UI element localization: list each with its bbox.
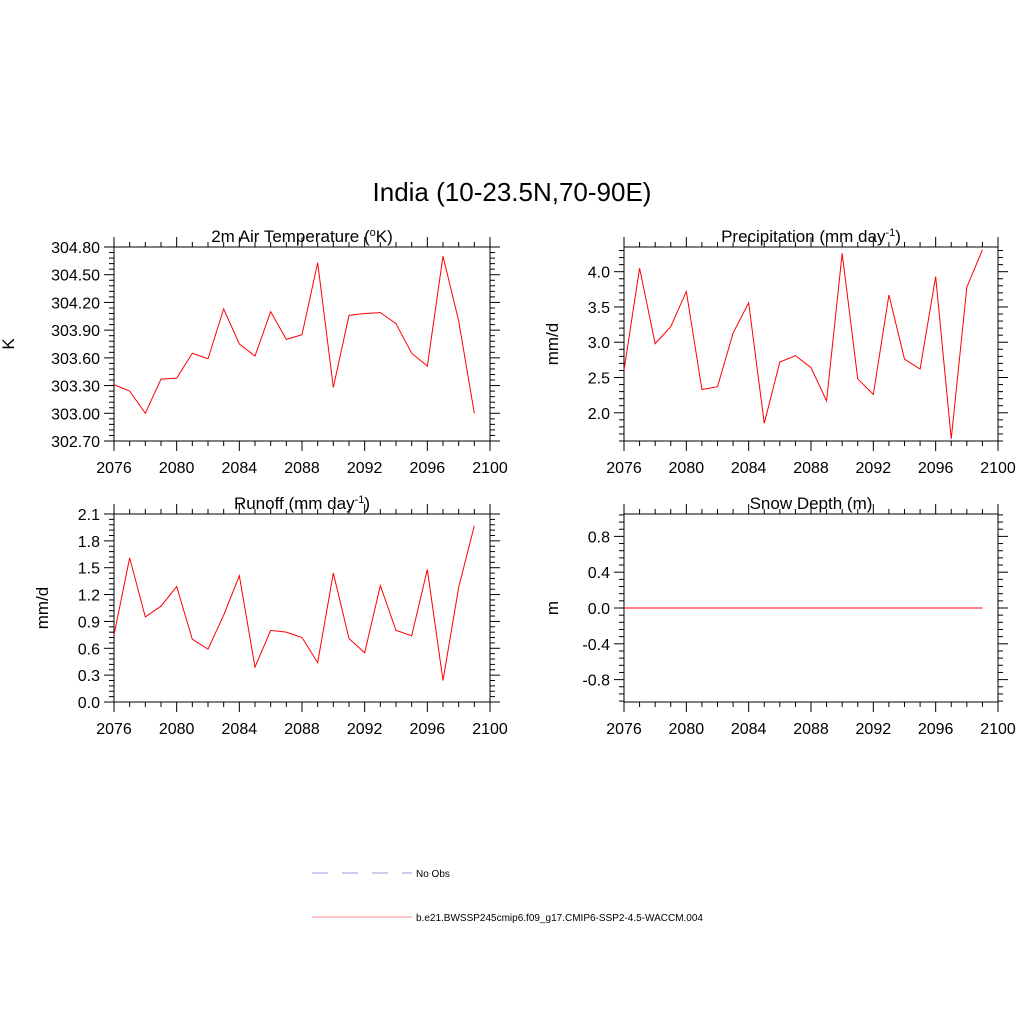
x-tick-label-2084: 2084 xyxy=(222,460,258,477)
y-tick-label-0-8: 0.8 xyxy=(588,529,610,546)
y-tick-label-0-4: -0.4 xyxy=(582,637,610,654)
x-tick-label-2092: 2092 xyxy=(347,460,383,477)
x-tick-label-2088: 2088 xyxy=(793,460,829,477)
x-tick-label-2076: 2076 xyxy=(96,460,132,477)
y-tick-label-303-90: 303.90 xyxy=(51,323,100,340)
y-tick-label-303-00: 303.00 xyxy=(51,406,100,423)
y-tick-label-4-0: 4.0 xyxy=(588,265,610,282)
y-axis-label: K xyxy=(0,338,18,350)
x-tick-label-2100: 2100 xyxy=(472,721,508,738)
x-tick-label-2096: 2096 xyxy=(410,721,446,738)
panel-snow-depth: Snow Depth (m) m 2076 2080 2084 2088 2092 2096 2… xyxy=(543,494,1016,738)
x-tick-label-2096: 2096 xyxy=(918,721,954,738)
y-tick-label-0-6: 0.6 xyxy=(78,641,100,658)
series-line xyxy=(113,525,475,681)
x-tick-label-2080: 2080 xyxy=(669,721,705,738)
y-tick-label-304-20: 304.20 xyxy=(51,295,100,312)
x-tick-label-2088: 2088 xyxy=(793,721,829,738)
x-tick-label-2092: 2092 xyxy=(856,721,892,738)
plot-frame xyxy=(113,246,491,442)
y-tick-label-0-0: 0.0 xyxy=(588,601,610,618)
y-tick-label-1-5: 1.5 xyxy=(78,561,100,578)
x-tick-label-2096: 2096 xyxy=(410,460,446,477)
x-tick-label-2088: 2088 xyxy=(284,460,320,477)
y-tick-label-0-0: 0.0 xyxy=(78,695,100,712)
x-tick-label-2084: 2084 xyxy=(731,460,767,477)
figure-title: India (10-23.5N,70-90E) xyxy=(373,177,652,207)
y-axis-label: mm/d xyxy=(543,323,562,366)
y-tick-label-0-9: 0.9 xyxy=(78,614,100,631)
legend-entry-no-obs: No Obs xyxy=(312,869,450,880)
x-tick-label-2080: 2080 xyxy=(159,460,195,477)
legend: No Obs b.e21.BWSSP245cmip6.f09_g17.CMIP6… xyxy=(312,869,703,924)
y-tick-label-1-8: 1.8 xyxy=(78,534,100,551)
y-tick-label-2-5: 2.5 xyxy=(588,371,610,388)
y-tick-label-0-3: 0.3 xyxy=(78,668,100,685)
y-tick-label-2-0: 2.0 xyxy=(588,406,610,423)
x-tick-label-2076: 2076 xyxy=(606,721,642,738)
panel-precipitation: Precipitation (mm day-1) mm/d 2076 2080 2084… xyxy=(543,227,1016,477)
y-tick-label-3-5: 3.5 xyxy=(588,300,610,317)
legend-label-no-obs: No Obs xyxy=(416,869,450,880)
x-tick-label-2100: 2100 xyxy=(980,721,1016,738)
x-tick-label-2080: 2080 xyxy=(669,460,705,477)
x-tick-label-2084: 2084 xyxy=(731,721,767,738)
legend-label-model-run: b.e21.BWSSP245cmip6.f09_g17.CMIP6-SSP2-4… xyxy=(416,913,703,924)
x-tick-label-2096: 2096 xyxy=(918,460,954,477)
x-tick-label-2080: 2080 xyxy=(159,721,195,738)
panel-title: Runoff (mm day-1) xyxy=(234,494,370,513)
y-axis-label: mm/d xyxy=(33,587,52,630)
x-tick-label-2092: 2092 xyxy=(856,460,892,477)
plot-frame xyxy=(113,513,491,703)
y-tick-label-3-0: 3.0 xyxy=(588,335,610,352)
x-tick-label-2100: 2100 xyxy=(472,460,508,477)
y-tick-label-0-8: -0.8 xyxy=(582,673,610,690)
y-tick-label-0-4: 0.4 xyxy=(588,565,610,582)
y-tick-label-303-30: 303.30 xyxy=(51,379,100,396)
series-line xyxy=(113,256,475,415)
y-tick-label-303-60: 303.60 xyxy=(51,351,100,368)
x-tick-label-2088: 2088 xyxy=(284,721,320,738)
x-tick-label-2092: 2092 xyxy=(347,721,383,738)
x-tick-label-2076: 2076 xyxy=(606,460,642,477)
panel-title: 2m Air Temperature (oK) xyxy=(211,227,393,246)
x-tick-label-2100: 2100 xyxy=(980,460,1016,477)
panel-runoff: Runoff (mm day-1) mm/d 2076 2080 2084 2088 209… xyxy=(33,494,508,738)
y-tick-label-304-80: 304.80 xyxy=(51,240,100,257)
y-tick-label-302-70: 302.70 xyxy=(51,434,100,451)
y-tick-label-304-50: 304.50 xyxy=(51,268,100,285)
y-tick-label-2-1: 2.1 xyxy=(78,507,100,524)
panel-title: Precipitation (mm day-1) xyxy=(721,227,901,246)
x-tick-label-2076: 2076 xyxy=(96,721,132,738)
series-line xyxy=(623,249,983,439)
panel-air-temperature: 2m Air Temperature (oK) K 2076 2080 2084 2088… xyxy=(0,227,508,477)
y-axis-label: m xyxy=(543,601,562,615)
panel-title: Snow Depth (m) xyxy=(750,494,873,513)
legend-entry-model-run: b.e21.BWSSP245cmip6.f09_g17.CMIP6-SSP2-4… xyxy=(312,913,703,924)
y-tick-label-1-2: 1.2 xyxy=(78,588,100,605)
x-tick-label-2084: 2084 xyxy=(222,721,258,738)
